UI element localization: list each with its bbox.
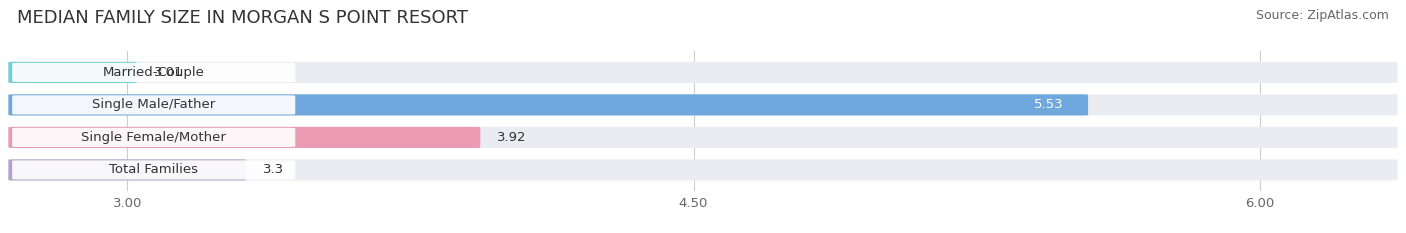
Text: 3.01: 3.01 bbox=[153, 66, 183, 79]
FancyBboxPatch shape bbox=[8, 127, 1398, 148]
FancyBboxPatch shape bbox=[8, 62, 136, 83]
Text: Single Female/Mother: Single Female/Mother bbox=[82, 131, 226, 144]
Text: 3.92: 3.92 bbox=[498, 131, 527, 144]
FancyBboxPatch shape bbox=[8, 127, 481, 148]
Text: MEDIAN FAMILY SIZE IN MORGAN S POINT RESORT: MEDIAN FAMILY SIZE IN MORGAN S POINT RES… bbox=[17, 9, 468, 27]
Text: 3.3: 3.3 bbox=[263, 163, 284, 176]
FancyBboxPatch shape bbox=[13, 128, 295, 147]
FancyBboxPatch shape bbox=[13, 95, 295, 114]
Text: Single Male/Father: Single Male/Father bbox=[93, 98, 215, 111]
FancyBboxPatch shape bbox=[8, 159, 246, 181]
FancyBboxPatch shape bbox=[13, 63, 295, 82]
FancyBboxPatch shape bbox=[13, 160, 295, 179]
FancyBboxPatch shape bbox=[8, 94, 1398, 116]
FancyBboxPatch shape bbox=[8, 159, 1398, 181]
FancyBboxPatch shape bbox=[8, 94, 1088, 116]
Text: 5.53: 5.53 bbox=[1033, 98, 1063, 111]
Text: Total Families: Total Families bbox=[110, 163, 198, 176]
Text: Source: ZipAtlas.com: Source: ZipAtlas.com bbox=[1256, 9, 1389, 22]
Text: Married-Couple: Married-Couple bbox=[103, 66, 205, 79]
FancyBboxPatch shape bbox=[8, 62, 1398, 83]
